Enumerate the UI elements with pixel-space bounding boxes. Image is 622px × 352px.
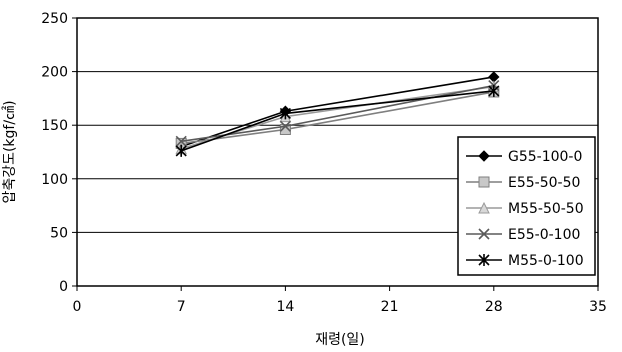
series-line-1 xyxy=(181,91,494,145)
data-point-s3-0 xyxy=(175,135,187,147)
x-axis-title: 재령(일) xyxy=(315,332,365,348)
legend-marker-3 xyxy=(478,228,490,240)
legend-marker-2 xyxy=(478,201,490,214)
y-tick-label-0: 0 xyxy=(59,279,68,295)
series-line-0 xyxy=(180,76,494,148)
series-group xyxy=(175,71,500,157)
legend-label-1: E55-50-50 xyxy=(508,175,580,191)
series-line-3 xyxy=(181,84,494,143)
x-tick-label-3: 21 xyxy=(381,299,399,315)
y-tick-label-3: 150 xyxy=(41,118,68,134)
data-point-s3-1 xyxy=(279,120,291,132)
y-axis-title: 압축강도(kgf/㎠) xyxy=(2,100,18,203)
x-tick-label-5: 35 xyxy=(589,299,607,315)
data-point-s4-1 xyxy=(279,107,291,120)
x-tick-label-1: 7 xyxy=(177,299,186,315)
y-tick-label-4: 200 xyxy=(41,65,68,81)
x-tick-label-4: 28 xyxy=(485,299,503,315)
x-axis-ticks: 0 7 14 21 28 35 xyxy=(73,286,607,315)
data-point-s4-0 xyxy=(175,144,187,157)
legend-marker-0 xyxy=(478,150,490,162)
legend-label-2: M55-50-50 xyxy=(508,201,584,217)
y-tick-label-1: 50 xyxy=(50,225,68,241)
plot-area-frame xyxy=(76,17,599,287)
legend-marker-1 xyxy=(478,176,490,188)
legend-label-3: E55-0-100 xyxy=(508,227,580,243)
x-tick-label-2: 14 xyxy=(276,299,294,315)
y-axis-ticks: 0 50 100 150 200 250 xyxy=(41,11,77,295)
legend-marker-4 xyxy=(478,254,490,266)
y-tick-label-2: 100 xyxy=(41,172,68,188)
legend-label-0: G55-100-0 xyxy=(508,149,582,165)
data-point-s0-2 xyxy=(488,71,500,83)
legend-label-4: M55-0-100 xyxy=(508,253,584,269)
data-point-s1-1 xyxy=(279,123,291,135)
legend-box xyxy=(457,136,596,276)
legend: G55-100-0 E55-50-50 M55-50-50 E55-0-100 M55-… xyxy=(457,136,596,276)
data-point-s4-2 xyxy=(488,84,500,97)
x-tick-label-0: 0 xyxy=(73,299,82,315)
y-tick-label-5: 250 xyxy=(41,11,68,27)
